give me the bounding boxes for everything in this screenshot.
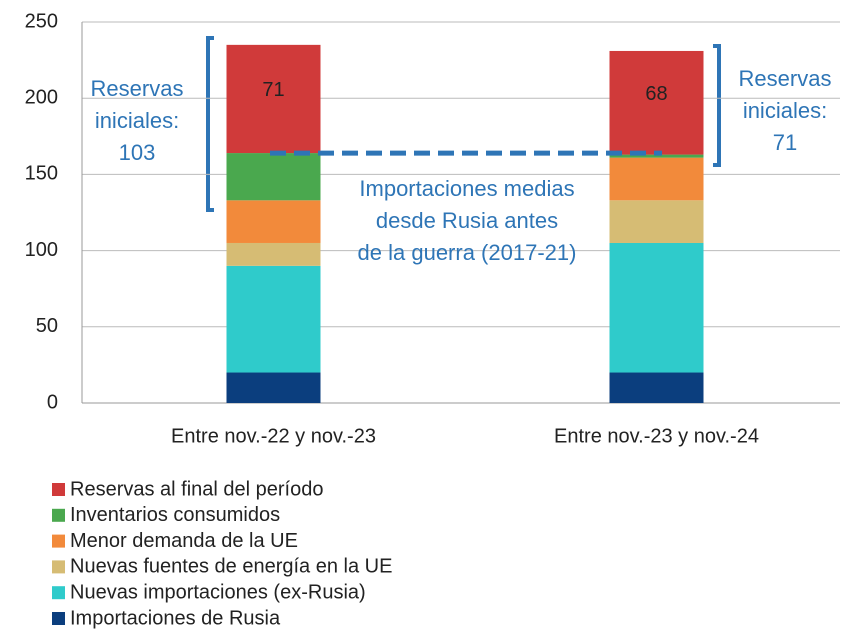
- legend-label: Menor demanda de la UE: [70, 530, 298, 552]
- annotation: iniciales:: [95, 108, 179, 133]
- y-tick-label: 250: [25, 10, 58, 32]
- annotation: Reservas: [739, 66, 832, 91]
- y-tick-label: 200: [25, 86, 58, 108]
- y-tick-label: 0: [47, 391, 58, 413]
- x-tick-label: Entre nov.-23 y nov.-24: [554, 425, 759, 447]
- bar-segment: [226, 265, 321, 373]
- bracket: [206, 36, 214, 212]
- bar-segment: [226, 153, 321, 201]
- legend-swatch: [52, 534, 65, 548]
- legend-label: Importaciones de Rusia: [70, 607, 281, 629]
- annotation: iniciales:: [743, 98, 827, 123]
- bar-segment: [609, 200, 704, 243]
- annotation: 103: [119, 140, 156, 165]
- legend-label: Reservas al final del período: [70, 478, 323, 500]
- bar-segment: [226, 200, 321, 243]
- data-label: 71: [262, 79, 284, 101]
- bracket: [713, 44, 721, 167]
- annotation: 71: [773, 130, 797, 155]
- legend-swatch: [52, 560, 65, 574]
- legend-swatch: [52, 586, 65, 600]
- bar-segment: [609, 154, 704, 158]
- legend-label: Inventarios consumidos: [70, 504, 280, 526]
- bar-segment: [609, 242, 704, 373]
- y-tick-label: 50: [36, 315, 58, 337]
- annotation: de la guerra (2017-21): [358, 240, 577, 265]
- legend-swatch: [52, 612, 65, 625]
- x-tick-label: Entre nov.-22 y nov.-23: [171, 425, 376, 447]
- y-tick-label: 150: [25, 163, 58, 185]
- bar-segment: [609, 372, 704, 403]
- legend-swatch: [52, 483, 65, 496]
- legend-label: Nuevas fuentes de energía en la UE: [70, 556, 392, 578]
- legend-swatch: [52, 508, 65, 522]
- legend-label: Nuevas importaciones (ex-Rusia): [70, 581, 366, 603]
- bar-segment: [226, 44, 321, 154]
- bar-segment: [226, 242, 321, 266]
- bar-segment: [609, 157, 704, 201]
- annotation: desde Rusia antes: [376, 208, 558, 233]
- data-label: 68: [645, 83, 667, 105]
- bar-segment: [226, 372, 321, 403]
- bar-segment: [609, 50, 704, 155]
- annotation: Reservas: [91, 76, 184, 101]
- y-tick-label: 100: [25, 239, 58, 261]
- annotation: Importaciones medias: [359, 176, 574, 201]
